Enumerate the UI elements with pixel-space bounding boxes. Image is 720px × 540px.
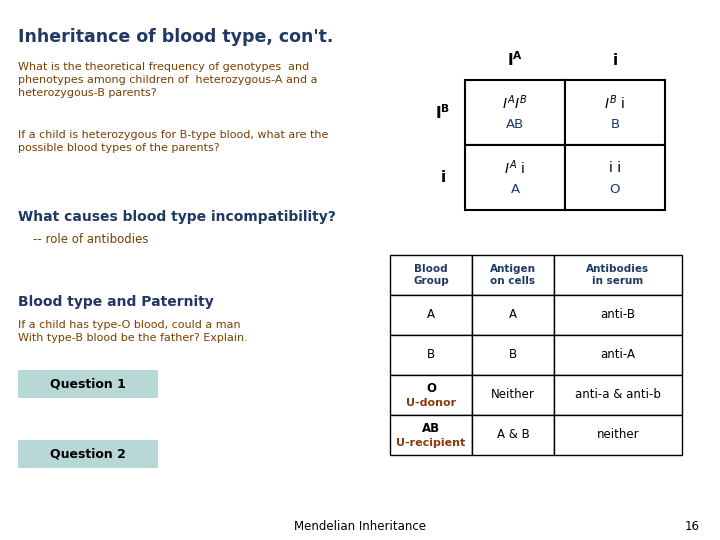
- Bar: [390, 295, 472, 335]
- Bar: [554, 335, 682, 375]
- Text: anti-A: anti-A: [600, 348, 636, 361]
- Text: U-donor: U-donor: [406, 398, 456, 408]
- Text: i i: i i: [609, 160, 621, 174]
- Text: 16: 16: [685, 519, 700, 532]
- Text: $\mathbf{I^B}$: $\mathbf{I^B}$: [436, 103, 451, 122]
- Bar: [565, 80, 665, 145]
- Text: If a child is heterozygous for B-type blood, what are the
possible blood types o: If a child is heterozygous for B-type bl…: [18, 130, 328, 153]
- Text: Question 2: Question 2: [50, 448, 126, 461]
- Text: AB: AB: [422, 422, 440, 435]
- Text: B: B: [509, 348, 517, 361]
- Text: A & B: A & B: [497, 429, 529, 442]
- Bar: [472, 415, 554, 455]
- Text: $I^A$ i: $I^A$ i: [505, 158, 526, 177]
- Text: Question 1: Question 1: [50, 377, 126, 390]
- Text: If a child has type-O blood, could a man
With type-B blood be the father? Explai: If a child has type-O blood, could a man…: [18, 320, 248, 343]
- Text: U-recipient: U-recipient: [397, 438, 466, 448]
- Text: Blood
Group: Blood Group: [413, 264, 449, 286]
- Bar: [554, 255, 682, 295]
- Text: Neither: Neither: [491, 388, 535, 402]
- FancyBboxPatch shape: [18, 440, 158, 468]
- Text: B: B: [611, 118, 620, 131]
- Bar: [472, 375, 554, 415]
- Text: What is the theoretical frequency of genotypes  and
phenotypes among children of: What is the theoretical frequency of gen…: [18, 62, 318, 98]
- Text: B: B: [427, 348, 435, 361]
- Text: $I^A I^B$: $I^A I^B$: [503, 93, 528, 112]
- Bar: [472, 295, 554, 335]
- Text: O: O: [610, 183, 620, 196]
- Bar: [472, 255, 554, 295]
- Text: $I^B$ i: $I^B$ i: [605, 93, 626, 112]
- Text: Inheritance of blood type, con't.: Inheritance of blood type, con't.: [18, 28, 333, 46]
- Bar: [390, 255, 472, 295]
- Text: anti-B: anti-B: [600, 308, 636, 321]
- Text: anti-a & anti-b: anti-a & anti-b: [575, 388, 661, 402]
- Text: A: A: [509, 308, 517, 321]
- Bar: [390, 375, 472, 415]
- Text: Blood type and Paternity: Blood type and Paternity: [18, 295, 214, 309]
- Text: $\mathbf{i}$: $\mathbf{i}$: [612, 52, 618, 68]
- Text: Mendelian Inheritance: Mendelian Inheritance: [294, 519, 426, 532]
- Bar: [554, 295, 682, 335]
- Bar: [554, 375, 682, 415]
- Bar: [565, 145, 665, 210]
- Text: $\mathbf{i}$: $\mathbf{i}$: [440, 170, 446, 186]
- FancyBboxPatch shape: [18, 370, 158, 398]
- Text: A: A: [510, 183, 520, 196]
- Bar: [472, 335, 554, 375]
- Bar: [465, 145, 565, 210]
- Text: Antigen
on cells: Antigen on cells: [490, 264, 536, 286]
- Text: Antibodies
in serum: Antibodies in serum: [586, 264, 649, 286]
- Bar: [554, 415, 682, 455]
- Text: What causes blood type incompatibility?: What causes blood type incompatibility?: [18, 210, 336, 224]
- Bar: [390, 415, 472, 455]
- Text: -- role of antibodies: -- role of antibodies: [18, 233, 148, 246]
- Text: neither: neither: [597, 429, 639, 442]
- Text: AB: AB: [506, 118, 524, 131]
- Text: A: A: [427, 308, 435, 321]
- Text: $\mathbf{I^A}$: $\mathbf{I^A}$: [507, 51, 523, 69]
- Bar: [465, 80, 565, 145]
- Bar: [390, 335, 472, 375]
- Text: O: O: [426, 382, 436, 395]
